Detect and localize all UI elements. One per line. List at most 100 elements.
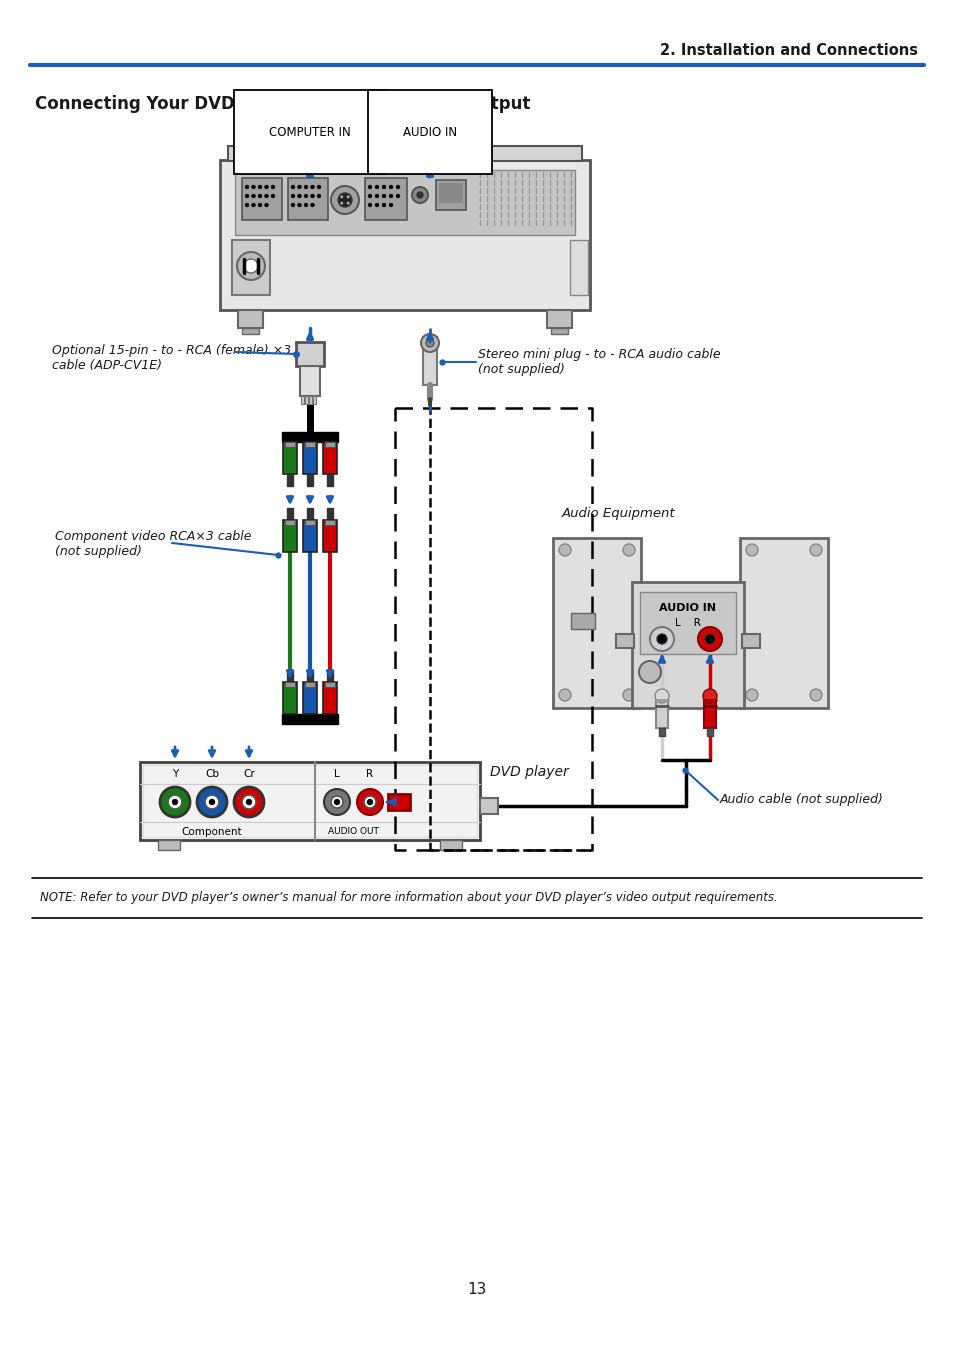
Circle shape [622,545,635,555]
Bar [616,634,634,648]
Circle shape [340,202,343,205]
Circle shape [655,689,668,704]
Circle shape [649,627,673,651]
Circle shape [244,259,257,274]
Circle shape [367,799,372,805]
Circle shape [698,627,721,651]
Text: Y: Y [172,768,178,779]
Circle shape [375,194,378,198]
Circle shape [233,787,264,817]
Circle shape [346,202,350,205]
Circle shape [242,795,255,809]
Bar [287,474,293,487]
Circle shape [160,787,190,817]
Bar [305,520,314,524]
Circle shape [809,545,821,555]
Circle shape [324,789,350,816]
Bar [325,682,335,687]
Circle shape [382,185,385,189]
Circle shape [236,252,265,280]
Circle shape [246,799,252,805]
Text: 2. Installation and Connections: 2. Installation and Connections [659,43,917,58]
Bar [703,696,716,728]
Circle shape [245,194,249,198]
Circle shape [297,194,301,198]
Bar [313,396,315,404]
Bar [303,442,316,474]
Bar [631,582,743,708]
Circle shape [297,204,301,206]
Circle shape [264,194,268,198]
Circle shape [558,545,571,555]
Circle shape [389,185,393,189]
Circle shape [271,194,274,198]
Circle shape [382,194,385,198]
Bar [283,442,296,474]
Circle shape [252,194,255,198]
Bar [659,728,664,736]
Bar [287,670,293,683]
Circle shape [331,186,358,214]
Bar [283,520,296,551]
Text: DVD player: DVD player [490,766,568,779]
Bar [220,160,589,310]
Bar [569,240,587,295]
Bar [305,396,308,404]
Bar [242,178,282,220]
Text: COMPUTER IN: COMPUTER IN [269,125,351,139]
Circle shape [196,787,227,817]
Bar [303,520,316,551]
Bar [307,670,313,683]
Bar [140,762,479,840]
Circle shape [264,204,268,206]
Bar [303,682,316,714]
Bar [242,328,258,334]
Circle shape [395,185,399,189]
Circle shape [291,185,294,189]
Circle shape [346,195,350,198]
Circle shape [356,789,382,816]
Bar [327,474,333,487]
Circle shape [368,204,372,206]
Bar [546,310,572,328]
Text: L: L [334,768,339,779]
Text: AUDIO OUT: AUDIO OUT [327,828,378,837]
Circle shape [291,204,294,206]
Circle shape [337,193,352,208]
Circle shape [558,689,571,701]
Bar [309,396,312,404]
Circle shape [375,204,378,206]
Bar [439,840,461,851]
Circle shape [389,204,393,206]
Circle shape [395,194,399,198]
Bar [388,794,410,810]
Bar [295,342,324,367]
Bar [656,696,667,728]
Circle shape [291,194,294,198]
Text: 13: 13 [467,1282,486,1298]
Circle shape [258,204,261,206]
Circle shape [622,689,635,701]
Text: Audio Equipment: Audio Equipment [561,507,675,520]
Bar [299,367,319,396]
Text: Stereo mini plug - to - RCA audio cable
(not supplied): Stereo mini plug - to - RCA audio cable … [477,348,720,376]
Bar [436,181,465,210]
Bar [327,670,333,683]
Text: Cr: Cr [243,768,254,779]
Circle shape [382,204,385,206]
Circle shape [304,185,308,189]
Bar [288,178,328,220]
Circle shape [420,334,438,352]
Text: L    R: L R [675,617,700,628]
Bar [232,240,270,295]
Circle shape [311,194,314,198]
Circle shape [375,185,378,189]
Bar [307,508,313,520]
Circle shape [335,799,339,805]
Bar [325,520,335,524]
Bar [287,508,293,520]
Circle shape [172,799,177,805]
Circle shape [745,545,758,555]
Bar [282,431,337,442]
Circle shape [316,194,320,198]
